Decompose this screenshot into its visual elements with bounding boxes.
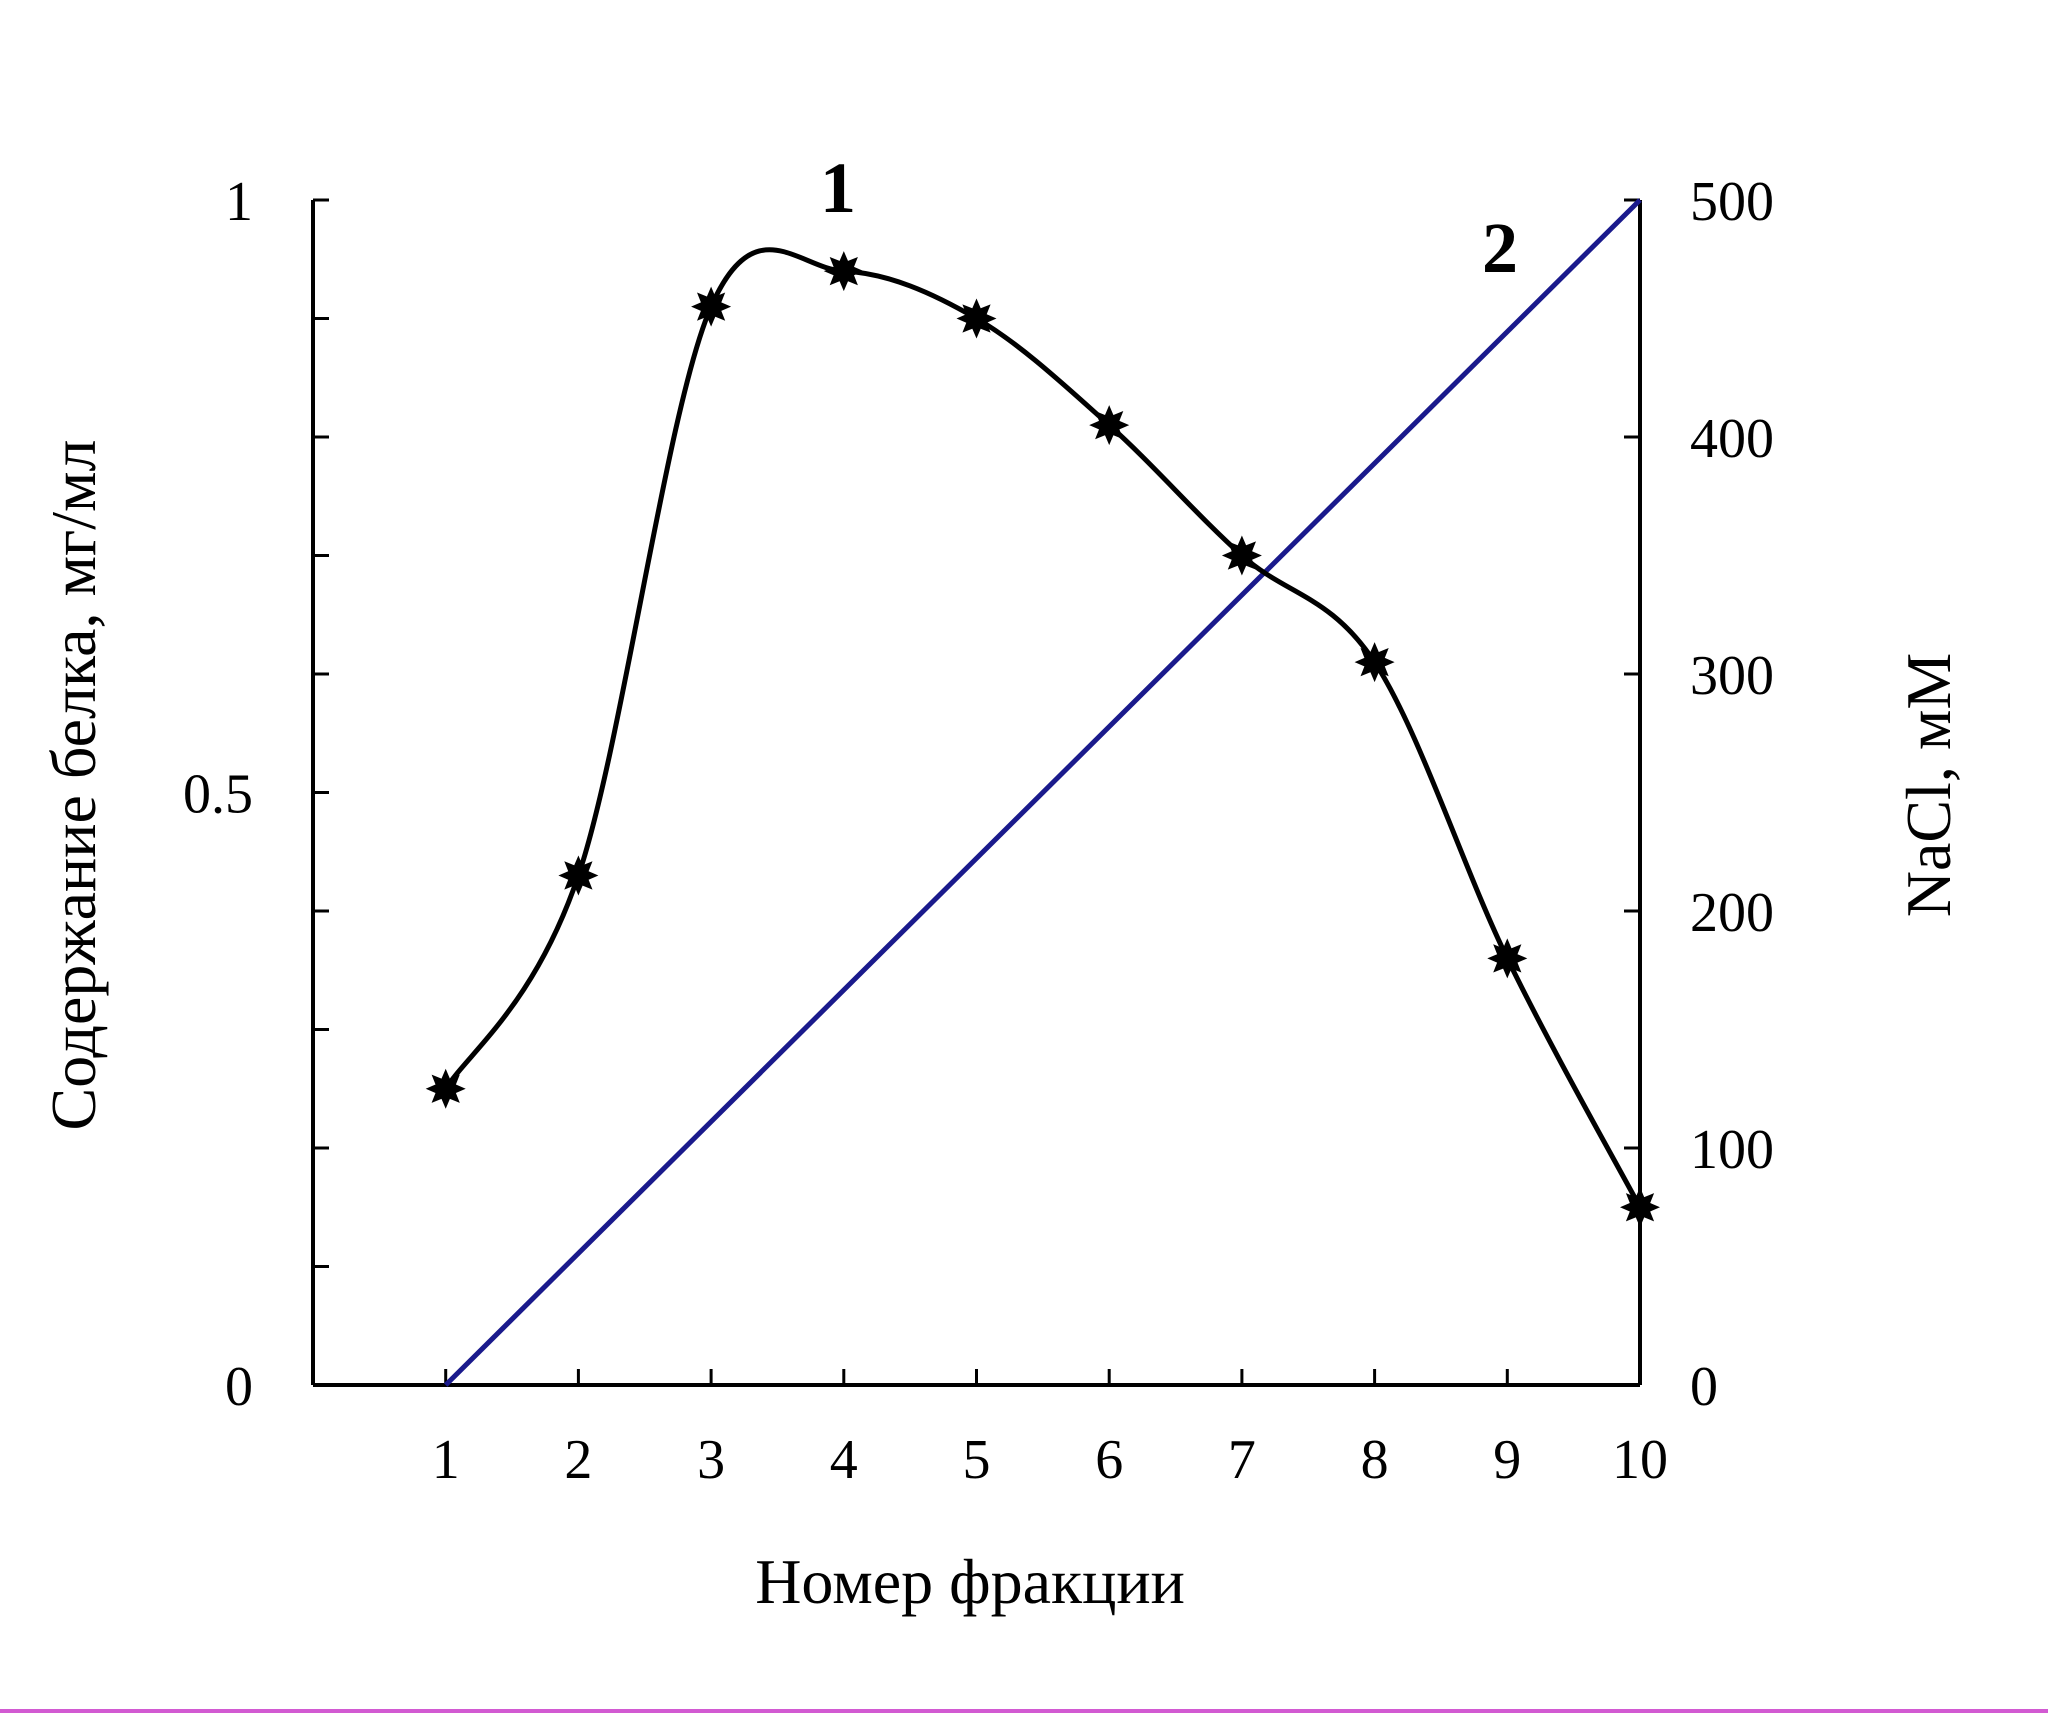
y2-tick-label: 400 — [1690, 408, 1774, 470]
y2-tick-label: 300 — [1690, 645, 1774, 707]
series-1-point — [956, 298, 997, 339]
series-1-point — [425, 1068, 466, 1109]
x-tick-label: 8 — [1361, 1429, 1389, 1491]
axes — [311, 200, 1642, 1387]
x-tick-label: 1 — [432, 1429, 460, 1491]
y2-tick-label: 0 — [1690, 1356, 1718, 1418]
y-tick-label: 1 — [225, 171, 253, 233]
series-1-point — [1487, 938, 1528, 979]
x-tick-label: 6 — [1095, 1429, 1123, 1491]
markers — [425, 251, 1660, 1228]
x-tick-label: 4 — [830, 1429, 858, 1491]
series-1-point — [1089, 405, 1130, 446]
x-tick-label: 10 — [1612, 1429, 1668, 1491]
series-layer — [443, 198, 1643, 1387]
y-tick-label: 0.5 — [183, 764, 253, 826]
x-axis-title: Номер фракции — [755, 1546, 1185, 1617]
x-tick-label: 3 — [697, 1429, 725, 1491]
y2-axis-title: NaCl, мМ — [1893, 653, 1964, 918]
series-1-point — [558, 855, 599, 896]
series-2-line — [443, 198, 1642, 1387]
x-tick-label: 9 — [1493, 1429, 1521, 1491]
y2-tick-label: 500 — [1690, 171, 1774, 233]
x-tick-label: 7 — [1228, 1429, 1256, 1491]
y2-tick-label: 100 — [1690, 1119, 1774, 1181]
ticks — [313, 198, 1642, 1387]
series-1-point — [1221, 535, 1262, 576]
y2-tick-label: 200 — [1690, 882, 1774, 944]
bottom-border — [0, 1709, 2048, 1713]
series-1-point — [1620, 1187, 1660, 1228]
y-tick-label: 0 — [225, 1356, 253, 1418]
series-2-label: 2 — [1482, 208, 1518, 288]
series-1-point — [823, 251, 864, 292]
series-1-point — [1354, 642, 1395, 683]
series-1-point — [691, 286, 732, 327]
x-tick-label: 2 — [564, 1429, 592, 1491]
y-axis-title: Содержание белка, мг/мл — [38, 440, 109, 1131]
series-1-label: 1 — [820, 148, 856, 228]
series-1-line — [443, 247, 1643, 1209]
x-tick-label: 5 — [963, 1429, 991, 1491]
